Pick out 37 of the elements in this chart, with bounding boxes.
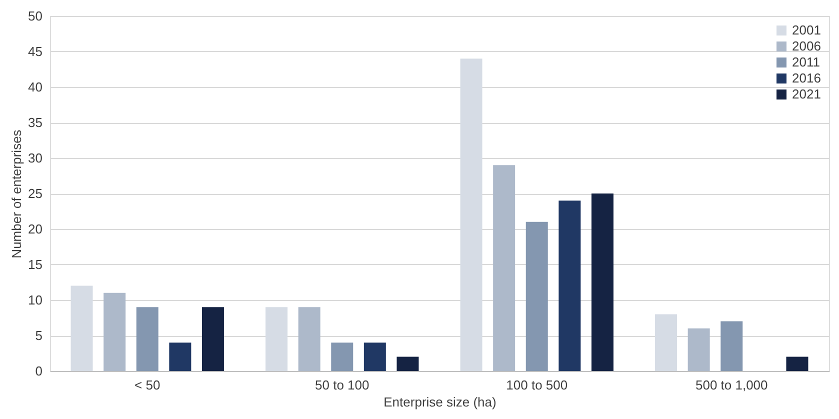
bar bbox=[364, 342, 386, 371]
legend-label: 2016 bbox=[792, 70, 821, 86]
bar bbox=[104, 292, 126, 371]
y-tick-label: 40 bbox=[28, 80, 42, 94]
bar bbox=[169, 342, 192, 371]
bar bbox=[136, 307, 158, 371]
bar bbox=[591, 194, 614, 371]
bar bbox=[331, 342, 354, 371]
y-tick-label: 45 bbox=[28, 44, 42, 59]
y-tick-label: 20 bbox=[28, 222, 42, 236]
legend-label: 2006 bbox=[792, 38, 821, 54]
y-tick-label: 35 bbox=[28, 115, 42, 130]
bar bbox=[526, 222, 548, 371]
y-tick-label: 50 bbox=[28, 8, 42, 24]
bar bbox=[493, 165, 516, 371]
y-tick-label: 25 bbox=[28, 186, 42, 201]
y-tick-label: 5 bbox=[35, 328, 42, 343]
y-tick-label: 15 bbox=[28, 257, 42, 272]
legend-label: 2021 bbox=[792, 86, 821, 102]
x-tick-label: 50 to 100 bbox=[315, 378, 370, 392]
x-tick-label: 100 to 500 bbox=[506, 378, 568, 392]
bar bbox=[558, 200, 581, 371]
y-tick-label: 30 bbox=[28, 150, 42, 166]
x-tick-label: < 50 bbox=[134, 378, 160, 392]
bar bbox=[298, 307, 320, 371]
bar bbox=[720, 321, 743, 371]
legend-label: 2011 bbox=[792, 54, 820, 70]
bar bbox=[786, 356, 808, 371]
bar bbox=[688, 328, 710, 371]
bar bbox=[396, 356, 419, 371]
legend-label: 2001 bbox=[792, 22, 821, 38]
y-axis-title: Number of enterprises bbox=[9, 129, 24, 258]
bar bbox=[202, 307, 224, 371]
y-tick-label: 0 bbox=[35, 364, 42, 378]
x-tick-label: 500 to 1,000 bbox=[695, 378, 768, 392]
x-axis-title: Enterprise size (ha) bbox=[384, 394, 496, 410]
y-tick-label: 10 bbox=[28, 292, 42, 308]
